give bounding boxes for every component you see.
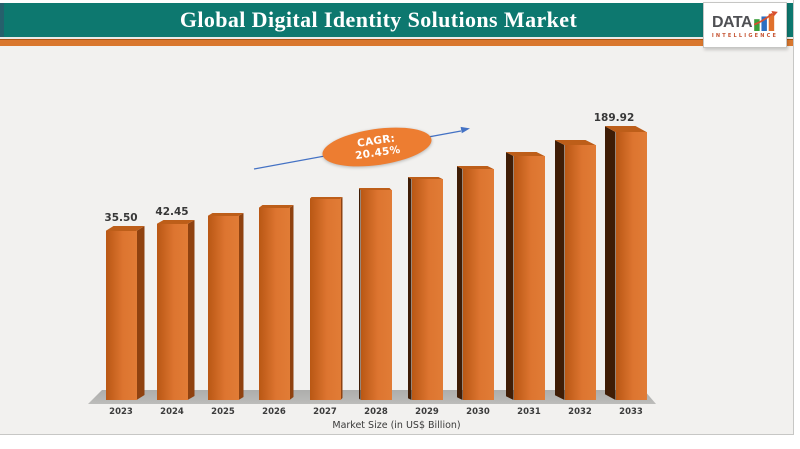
cagr-badge: CAGR: 20.45% (320, 121, 434, 173)
year-label-2031: 2031 (517, 407, 541, 417)
year-label-2023: 2023 (109, 407, 133, 417)
bar-side-face (506, 152, 514, 400)
bar-2029 (407, 177, 443, 400)
bar-top-face (309, 197, 343, 199)
header-underline-bar (0, 39, 793, 46)
bar-top-face (358, 188, 392, 190)
bar-side-face (605, 126, 616, 400)
bar-side-face (555, 140, 565, 400)
logo-wordmark: DATA (711, 14, 753, 31)
bar-front-face (564, 145, 596, 400)
bar-top-face (105, 226, 145, 231)
bar-top-face (554, 140, 596, 145)
year-label-2033: 2033 (619, 407, 643, 417)
bar-2032 (554, 140, 596, 400)
logo-bars-arrow-icon (754, 11, 778, 31)
logo-subtitle: INTELLIGENCE (711, 33, 779, 39)
bar-side-face (137, 226, 145, 400)
bar-front-face (411, 179, 443, 400)
value-label-2023: 35.50 (104, 212, 138, 224)
page-title: Global Digital Identity Solutions Market (179, 7, 578, 32)
year-label-2026: 2026 (262, 407, 286, 417)
bar-front-face (207, 216, 239, 400)
bar-side-face (457, 166, 463, 400)
bar-front-face (105, 231, 137, 400)
year-label-2025: 2025 (211, 407, 235, 417)
bar-side-face (239, 213, 244, 400)
bar-2027 (309, 197, 343, 400)
bar-side-face (290, 205, 294, 400)
year-label-2024: 2024 (160, 407, 184, 417)
bar-2024 (156, 220, 195, 400)
bar-2026 (258, 205, 294, 400)
bar-front-face (513, 156, 545, 400)
bar-front-face (615, 132, 647, 400)
bar-side-face (408, 177, 412, 400)
value-label-2033: 189.92 (593, 112, 635, 124)
year-label-2030: 2030 (466, 407, 490, 417)
bar-top-face (258, 205, 294, 208)
axis-title: Market Size (in US$ Billion) (332, 420, 461, 431)
bar-top-face (505, 152, 545, 156)
bar-top-face (456, 166, 494, 169)
header-top-gap (0, 0, 793, 3)
bar-front-face (156, 224, 188, 400)
bar-front-face (462, 169, 494, 400)
bar-2030 (456, 166, 494, 400)
bar-2033 (604, 126, 647, 400)
bar-2031 (505, 152, 545, 400)
bar-front-face (258, 208, 290, 400)
bar-2025 (207, 213, 244, 400)
year-label-2032: 2032 (568, 407, 592, 417)
bar-top-face (604, 126, 647, 132)
bar-top-face (407, 177, 443, 179)
header-divider (0, 37, 793, 39)
bar-top-face (207, 213, 244, 216)
year-label-2029: 2029 (415, 407, 439, 417)
year-label-2027: 2027 (313, 407, 337, 417)
bar-side-face (188, 220, 195, 400)
bar-front-face (309, 199, 341, 400)
bar-side-face (359, 188, 361, 400)
bar-2028 (358, 188, 392, 400)
chart-area: CAGR: 20.45% 35.50 42.45 189.92 2023 2024 20… (0, 46, 793, 434)
bar-side-face (341, 197, 343, 400)
logo: DATA INTELLIGENCE (703, 2, 787, 48)
bar-front-face (360, 190, 392, 400)
header-band: Global Digital Identity Solutions Market (0, 3, 793, 37)
bar-top-face (156, 220, 195, 224)
chart-card: Global Digital Identity Solutions Market… (0, 0, 794, 435)
value-label-2024: 42.45 (155, 206, 189, 218)
bar-2023 (105, 226, 145, 400)
year-label-2028: 2028 (364, 407, 388, 417)
